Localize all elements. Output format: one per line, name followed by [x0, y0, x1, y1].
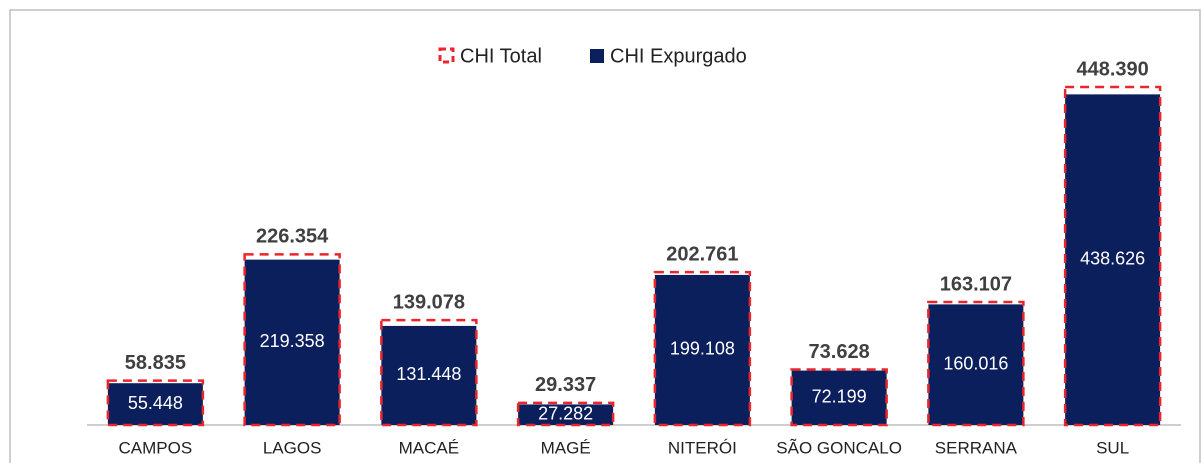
bar — [1065, 94, 1161, 426]
value-label: 199.108 — [670, 339, 735, 359]
x-tick-label: SUL — [1096, 438, 1129, 457]
value-label: 438.626 — [1080, 248, 1145, 268]
value-label: 226.354 — [256, 226, 329, 248]
x-tick-label: NITERÓI — [668, 438, 737, 457]
bar-outline — [927, 300, 1025, 427]
legend-swatch — [438, 47, 455, 64]
value-label: 139.078 — [393, 291, 465, 313]
bar-outline — [243, 253, 341, 427]
bar — [381, 325, 477, 425]
value-label: 131.448 — [396, 364, 461, 384]
value-label: 27.282 — [538, 403, 593, 423]
value-label: 163.107 — [940, 273, 1012, 295]
bar-outline — [653, 270, 752, 427]
bar — [654, 274, 750, 425]
chart-border — [9, 9, 1201, 463]
x-tick-label: SERRANA — [935, 438, 1018, 457]
value-label: 72.199 — [812, 387, 867, 407]
legend-label: CHI Expurgado — [610, 45, 747, 67]
x-tick-label: SÃO GONCALO — [776, 438, 902, 457]
bar — [791, 370, 887, 425]
value-label: 73.628 — [809, 341, 870, 363]
value-label: 160.016 — [943, 353, 1008, 373]
x-tick-label: CAMPOS — [119, 438, 193, 457]
value-label: 29.337 — [535, 374, 596, 396]
bar — [928, 304, 1024, 425]
value-label: 58.835 — [125, 352, 186, 374]
legend-swatch — [590, 49, 604, 63]
x-tick-label: MACAÉ — [399, 438, 459, 457]
value-label: 219.358 — [260, 331, 325, 351]
bar — [107, 383, 203, 425]
legend-label: CHI Total — [460, 45, 542, 67]
bar-outline — [516, 401, 615, 427]
x-tick-label: MAGÉ — [541, 438, 591, 457]
bar — [244, 259, 340, 425]
value-label: 55.448 — [128, 393, 183, 413]
value-label: 448.390 — [1076, 58, 1148, 80]
bar — [518, 404, 614, 425]
bar-outline — [790, 368, 888, 427]
bar-outline — [106, 379, 205, 427]
bar-outline — [380, 318, 478, 427]
value-label: 202.761 — [666, 243, 738, 265]
x-tick-label: LAGOS — [263, 438, 322, 457]
bar-outline — [1063, 85, 1162, 427]
